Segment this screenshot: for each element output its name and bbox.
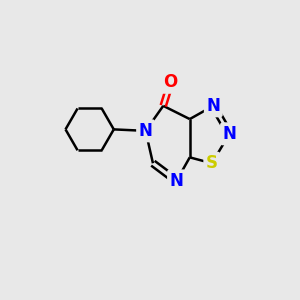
Text: N: N: [169, 172, 183, 190]
Text: N: N: [223, 125, 236, 143]
Text: O: O: [164, 73, 178, 91]
Text: S: S: [206, 154, 218, 172]
Text: N: N: [139, 122, 152, 140]
Text: N: N: [206, 97, 220, 115]
